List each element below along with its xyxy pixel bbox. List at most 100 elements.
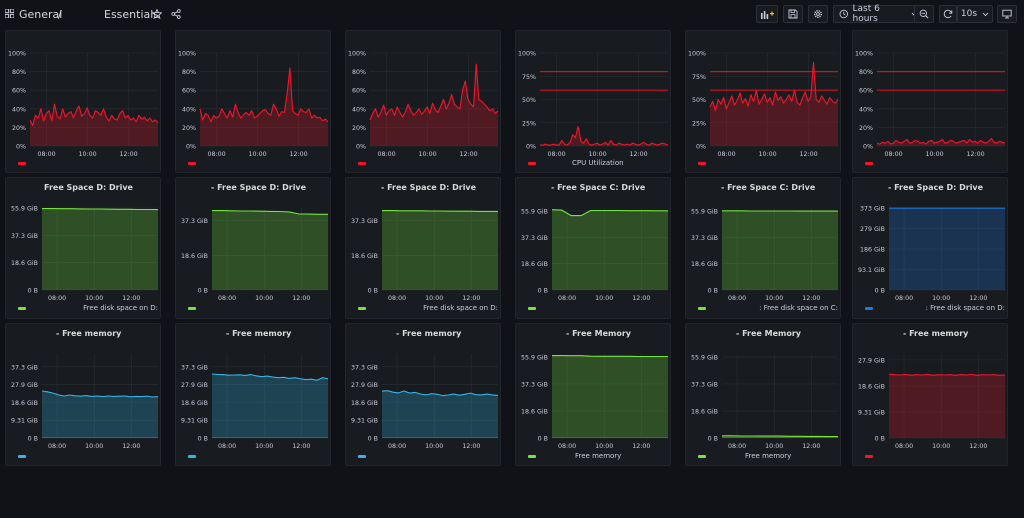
- save-dashboard-button[interactable]: [783, 5, 803, 23]
- series-line[interactable]: [722, 435, 838, 438]
- y-tick-label: 80%: [352, 69, 366, 76]
- legend-item[interactable]: [188, 307, 328, 310]
- panel-2[interactable]: 100% 80% 60% 40% 20% 0% 08:00 10:00 12:00: [175, 30, 331, 173]
- view-mode-button[interactable]: [997, 5, 1017, 23]
- legend-item[interactable]: [358, 455, 498, 458]
- time-series-chart[interactable]: 100% 80% 60% 40% 20% 0% 08:00 10:00 12:00: [346, 31, 502, 174]
- series-line[interactable]: [199, 67, 329, 123]
- panel-6[interactable]: 100% 80% 60% 40% 20% 0% 08:00 10:00 12:00: [852, 30, 1008, 173]
- time-series-chart[interactable]: 37.3 GiB 27.9 GiB 18.6 GiB 9.31 GiB 0 B 08:00…: [346, 324, 502, 467]
- legend-item[interactable]: [188, 162, 328, 165]
- series-line[interactable]: [381, 390, 499, 397]
- add-panel-button[interactable]: [756, 5, 778, 23]
- legend-item[interactable]: [18, 162, 158, 165]
- refresh-interval-picker[interactable]: 10s: [957, 5, 993, 23]
- series-line[interactable]: [42, 208, 159, 211]
- time-series-chart[interactable]: 55.9 GiB 37.3 GiB 18.6 GiB 0 B 08:00 10:00 12:…: [516, 178, 672, 320]
- time-series-chart[interactable]: 37.3 GiB 27.9 GiB 18.6 GiB 9.31 GiB 0 B 08:00…: [6, 324, 162, 467]
- time-series-chart[interactable]: 37.3 GiB 27.9 GiB 18.6 GiB 9.31 GiB 0 B 08:00…: [176, 324, 332, 467]
- panel-12[interactable]: - Free Space D: Drive 373 GiB 279 GiB 186 G…: [852, 177, 1008, 319]
- series-line[interactable]: [552, 355, 668, 358]
- legend-item[interactable]: : Free disk space on D:: [865, 304, 1005, 312]
- legend-item[interactable]: [358, 162, 498, 165]
- panel-8[interactable]: - Free Space D: Drive 37.3 GiB 18.6 GiB 0 B…: [175, 177, 331, 319]
- panel-10[interactable]: - Free Space C: Drive 55.9 GiB 37.3 GiB 18.…: [515, 177, 671, 319]
- panel-title[interactable]: - Free Space D: Drive: [211, 183, 307, 192]
- time-series-chart[interactable]: 373 GiB 279 GiB 186 GiB 93.1 GiB 0 B 08:00 10:…: [853, 178, 1009, 320]
- dashboard-title[interactable]: Essentials: [104, 8, 160, 21]
- series-line[interactable]: [709, 61, 839, 112]
- time-series-chart[interactable]: 37.3 GiB 18.6 GiB 0 B 08:00 10:00 12:00: [346, 178, 502, 320]
- legend-item[interactable]: [528, 307, 668, 310]
- refresh-button[interactable]: [939, 5, 957, 23]
- panel-title[interactable]: Free Space D: Drive: [44, 183, 133, 192]
- panel-1[interactable]: 100% 80% 60% 40% 20% 0% 08:00 10:00 12:00: [5, 30, 161, 173]
- x-tick-label: 12:00: [802, 295, 820, 302]
- panel-18[interactable]: - Free memory 27.9 GiB 18.6 GiB 9.31 GiB 0 B…: [852, 323, 1008, 466]
- panel-title[interactable]: - Free memory: [903, 329, 969, 338]
- panel-11[interactable]: - Free Space C: Drive 55.9 GiB 37.3 GiB 18.…: [685, 177, 841, 319]
- time-series-chart[interactable]: 100% 75% 50% 25% 0% 08:00 10:00 12:00: [516, 31, 672, 174]
- panel-3[interactable]: 100% 80% 60% 40% 20% 0% 08:00 10:00 12:00: [345, 30, 501, 173]
- series-line[interactable]: [211, 373, 329, 381]
- legend-item[interactable]: Free disk space on D:: [18, 304, 158, 312]
- star-icon[interactable]: [152, 9, 162, 19]
- time-range-picker[interactable]: Last 6 hours: [833, 4, 919, 24]
- panel-title[interactable]: - Free Memory: [566, 329, 632, 338]
- time-series-chart[interactable]: 100% 80% 60% 40% 20% 0% 08:00 10:00 12:00: [853, 31, 1009, 174]
- panel-4[interactable]: 100% 75% 50% 25% 0% 08:00 10:00 12:00 CPU Utiliz…: [515, 30, 671, 173]
- panel-title[interactable]: - Free memory: [396, 329, 462, 338]
- panel-title[interactable]: - Free Space D: Drive: [381, 183, 477, 192]
- share-icon[interactable]: [171, 9, 181, 19]
- legend-swatch: [188, 162, 196, 165]
- panel-title[interactable]: - Free Memory: [736, 329, 802, 338]
- breadcrumb-root[interactable]: General: [19, 8, 63, 21]
- time-series-chart[interactable]: 27.9 GiB 18.6 GiB 9.31 GiB 0 B 08:00 10:00 12:…: [853, 324, 1009, 467]
- dashboards-grid-icon[interactable]: [5, 9, 14, 18]
- panel-13[interactable]: - Free memory 37.3 GiB 27.9 GiB 18.6 GiB 9.3…: [5, 323, 161, 466]
- series-line[interactable]: [41, 390, 159, 398]
- panel-14[interactable]: - Free memory 37.3 GiB 27.9 GiB 18.6 GiB 9.3…: [175, 323, 331, 466]
- panel-7[interactable]: Free Space D: Drive 55.9 GiB 37.3 GiB 18.6 …: [5, 177, 161, 319]
- series-line[interactable]: [888, 373, 1006, 376]
- x-tick-label: 08:00: [388, 295, 406, 302]
- series-line[interactable]: [29, 103, 159, 127]
- series-line[interactable]: [551, 209, 668, 217]
- legend-item[interactable]: [698, 162, 838, 165]
- legend-item[interactable]: [528, 162, 668, 165]
- legend-swatch: [188, 307, 196, 310]
- series-line[interactable]: [212, 210, 328, 215]
- series-line[interactable]: [382, 210, 498, 212]
- panel-title[interactable]: - Free memory: [56, 329, 122, 338]
- series-line[interactable]: [369, 63, 499, 121]
- legend-item[interactable]: [865, 455, 1005, 458]
- time-series-chart[interactable]: 100% 80% 60% 40% 20% 0% 08:00 10:00 12:00: [6, 31, 162, 174]
- panel-5[interactable]: 100% 75% 50% 25% 0% 08:00 10:00 12:00: [685, 30, 841, 173]
- panel-title[interactable]: - Free memory: [226, 329, 292, 338]
- legend-item[interactable]: : Free disk space on C:: [698, 304, 838, 312]
- dashboard-settings-button[interactable]: [808, 5, 828, 23]
- legend-item[interactable]: Free disk space on D:: [358, 304, 498, 312]
- panel-title[interactable]: - Free Space C: Drive: [721, 183, 816, 192]
- legend-item[interactable]: [18, 455, 158, 458]
- zoom-out-button[interactable]: [914, 5, 934, 23]
- panel-17[interactable]: - Free Memory 55.9 GiB 37.3 GiB 18.6 GiB 0 B…: [685, 323, 841, 466]
- legend-item[interactable]: [528, 455, 668, 458]
- legend-item[interactable]: [698, 455, 838, 458]
- series-line[interactable]: [876, 138, 1006, 145]
- time-series-chart[interactable]: 55.9 GiB 37.3 GiB 18.6 GiB 0 B 08:00 10:00 12:…: [686, 324, 842, 467]
- time-series-chart[interactable]: 55.9 GiB 37.3 GiB 18.6 GiB 0 B 08:00 10:00 12:…: [6, 178, 162, 320]
- legend-item[interactable]: [188, 455, 328, 458]
- time-series-chart[interactable]: 37.3 GiB 18.6 GiB 0 B 08:00 10:00 12:00: [176, 178, 332, 320]
- legend-item[interactable]: [865, 162, 1005, 165]
- time-series-chart[interactable]: 100% 75% 50% 25% 0% 08:00 10:00 12:00: [686, 31, 842, 174]
- series-line[interactable]: [540, 125, 669, 146]
- time-series-chart[interactable]: 55.9 GiB 37.3 GiB 18.6 GiB 0 B 08:00 10:00 12:…: [686, 178, 842, 320]
- time-series-chart[interactable]: 100% 80% 60% 40% 20% 0% 08:00 10:00 12:00: [176, 31, 332, 174]
- panel-title[interactable]: - Free Space C: Drive: [551, 183, 646, 192]
- panel-16[interactable]: - Free Memory 55.9 GiB 37.3 GiB 18.6 GiB 0 B…: [515, 323, 671, 466]
- panel-9[interactable]: - Free Space D: Drive 37.3 GiB 18.6 GiB 0 B…: [345, 177, 501, 319]
- time-series-chart[interactable]: 55.9 GiB 37.3 GiB 18.6 GiB 0 B 08:00 10:00 12:…: [516, 324, 672, 467]
- panel-title[interactable]: - Free Space D: Drive: [888, 183, 984, 192]
- panel-15[interactable]: - Free memory 37.3 GiB 27.9 GiB 18.6 GiB 9.3…: [345, 323, 501, 466]
